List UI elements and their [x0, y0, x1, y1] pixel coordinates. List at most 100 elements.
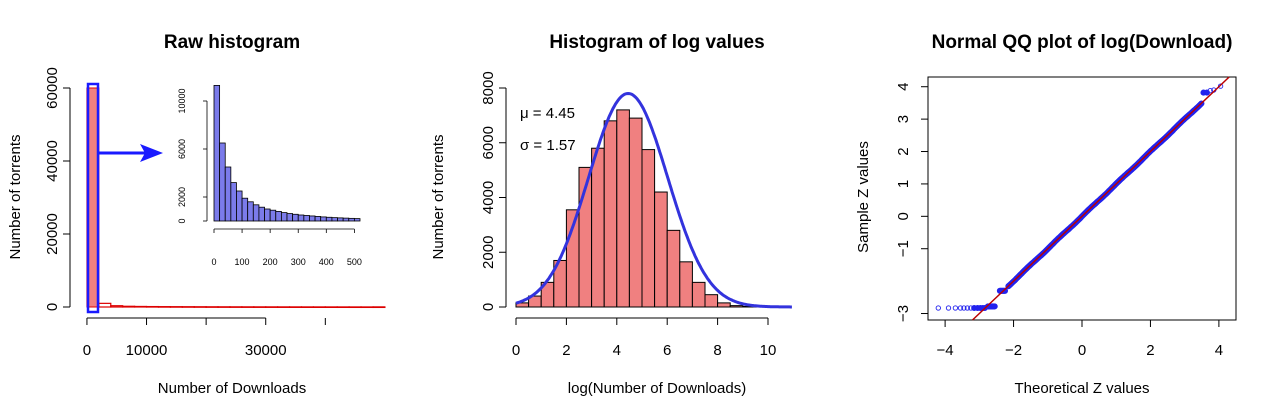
inset-bar: [280, 212, 288, 222]
chart-title: Raw histogram: [164, 32, 300, 53]
qq-point: [935, 305, 941, 311]
inset-bar: [258, 206, 265, 222]
bar: [603, 120, 618, 308]
y-ticks: 0 20000 40000 60000: [44, 67, 70, 311]
y-tick-label: −1: [895, 240, 912, 257]
x-tick-label: −2: [1005, 342, 1022, 359]
inset-y-tick-label: 10000: [177, 88, 187, 113]
bar: [591, 147, 605, 308]
arrow-head: [140, 144, 163, 162]
inset-y-tick-label: 2000: [177, 187, 187, 207]
inset-bar: [331, 217, 338, 222]
highlight-box: [86, 82, 100, 314]
x-tick-label: −4: [937, 342, 954, 359]
x-tick-label: 30000: [245, 342, 287, 359]
bar: [98, 302, 112, 308]
inset-bar: [309, 215, 316, 222]
inset-bar: [219, 142, 226, 222]
inset-x-tick-label: 200: [263, 257, 278, 267]
bar: [169, 306, 183, 308]
axes: 0 2 4 6 8 10 0 2000 4000 6000 8000: [480, 71, 776, 359]
y-tick-label: 4: [895, 83, 912, 91]
y-axis-label: Sample Z values: [855, 141, 872, 253]
y-tick-label: 2: [895, 147, 912, 155]
qq-point: [957, 305, 964, 311]
inset-bar: [337, 217, 344, 222]
bar: [181, 306, 195, 308]
y-tick-label: 2000: [480, 236, 497, 269]
x-tick-label: 6: [663, 342, 671, 359]
bar: [348, 306, 362, 309]
x-tick-label: 4: [1215, 342, 1223, 359]
bar: [253, 306, 267, 308]
bar: [205, 306, 219, 308]
inset-bar: [348, 217, 355, 222]
inset-x-tick-label: 500: [347, 257, 362, 267]
bar: [666, 229, 681, 308]
y-tick-label: 0: [480, 303, 497, 311]
bar-series: [86, 87, 386, 309]
bar: [616, 109, 630, 308]
inset-bar: [286, 213, 294, 222]
y-tick-label: 20000: [44, 213, 61, 255]
x-tick-label: 0: [1078, 342, 1086, 359]
y-tick-label: 60000: [44, 67, 61, 109]
inset-bar: [275, 210, 282, 222]
inset-x-tick-label: 300: [291, 257, 306, 267]
qq-point: [1207, 87, 1213, 94]
x-tick-label: 0: [83, 342, 91, 359]
x-tick-label: 10000: [126, 342, 168, 359]
normal-fit-curve: [515, 91, 792, 309]
bar: [641, 149, 656, 308]
chart-title: Normal QQ plot of log(Download): [932, 32, 1233, 53]
inset-bar: [264, 208, 271, 222]
bar: [360, 306, 374, 309]
inset-bar: [230, 182, 237, 222]
y-tick-label: 6000: [480, 126, 497, 159]
inset-x-tick-label: 400: [319, 257, 334, 267]
inset-x-tick-label: 100: [235, 257, 250, 267]
y-axis-label: Number of torrents: [430, 134, 447, 259]
inset-bar: [297, 214, 305, 222]
bar: [193, 306, 207, 308]
x-tick-label: 0: [512, 342, 520, 359]
y-tick-label: 3: [895, 115, 912, 123]
inset-bar: [292, 213, 299, 222]
bar: [288, 306, 303, 308]
inset-bar: [303, 215, 310, 222]
reference-line: [971, 76, 1230, 321]
qq-point: [1217, 83, 1224, 89]
bar: [691, 281, 706, 308]
y-tick-label: 1: [895, 180, 912, 188]
inset-histogram: 0 100 200 300 400 500 0 2000 6000 10000: [177, 85, 362, 267]
bar-series: [515, 109, 782, 308]
bar: [217, 306, 231, 308]
y-tick-label: −3: [895, 305, 912, 322]
bar: [157, 306, 171, 308]
x-tick-label: 2: [562, 342, 570, 359]
bar: [145, 305, 160, 308]
x-tick-label: 10: [760, 342, 777, 359]
x-axis-label: Theoretical Z values: [1014, 380, 1149, 397]
bar: [122, 305, 136, 308]
annotation-sigma: σ = 1.57: [520, 137, 576, 154]
x-axis-label: log(Number of Downloads): [568, 380, 746, 397]
bar: [300, 306, 315, 308]
y-tick-label: 0: [44, 303, 61, 311]
bar: [729, 305, 744, 308]
inset-y-tick-label: 0: [177, 218, 187, 223]
bar: [110, 305, 124, 308]
x-tick-label: 4: [613, 342, 621, 359]
inset-bar: [314, 216, 322, 222]
inset-bar: [236, 190, 243, 222]
bar: [241, 306, 255, 308]
bar: [265, 306, 279, 308]
panel-raw-histogram: Raw histogram Number of Downloads Number…: [7, 32, 386, 397]
inset-y-tick-label: 6000: [177, 139, 187, 159]
y-tick-label: 0: [895, 212, 912, 220]
inset-bar: [241, 197, 249, 222]
x-tick-label: 8: [713, 342, 721, 359]
bar: [134, 305, 148, 308]
qq-point: [991, 303, 998, 310]
y-tick-label: 40000: [44, 140, 61, 182]
